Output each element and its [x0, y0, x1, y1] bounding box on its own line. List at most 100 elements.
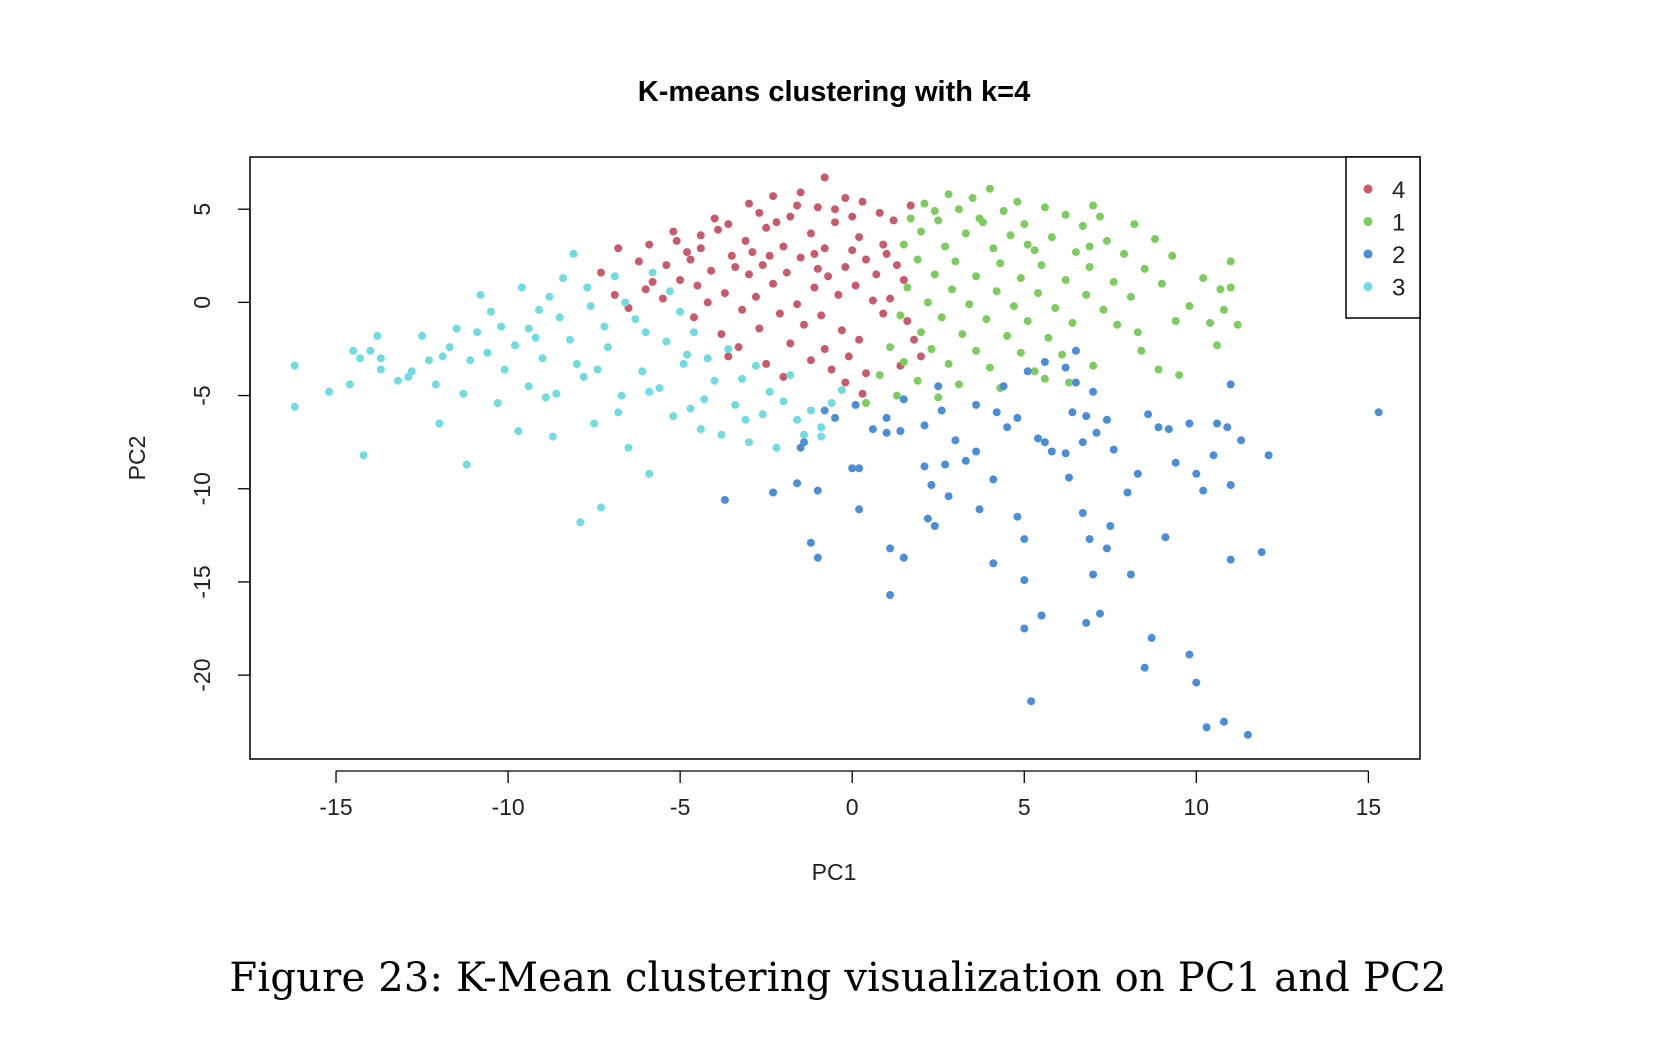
data-point-cluster-3 [462, 460, 471, 469]
data-point-cluster-3 [655, 384, 664, 393]
data-point-cluster-4 [645, 240, 654, 249]
data-point-cluster-2 [796, 443, 805, 452]
data-point-cluster-1 [1126, 292, 1135, 301]
data-point-cluster-3 [665, 287, 674, 296]
data-point-cluster-3 [545, 292, 554, 301]
data-point-cluster-1 [1113, 320, 1122, 329]
data-point-cluster-3 [765, 387, 774, 396]
data-point-cluster-4 [693, 281, 702, 290]
data-point-cluster-1 [927, 345, 936, 353]
data-point-cluster-2 [1106, 522, 1115, 530]
data-point-cluster-1 [1040, 203, 1049, 212]
data-point-cluster-3 [669, 412, 678, 421]
data-point-cluster-4 [851, 281, 860, 290]
data-point-cluster-3 [483, 348, 492, 357]
data-point-cluster-4 [762, 359, 771, 368]
data-point-cluster-4 [745, 270, 753, 279]
data-point-cluster-4 [862, 369, 870, 378]
y-axis-label: PC2 [124, 436, 150, 481]
data-point-cluster-3 [593, 365, 602, 374]
data-point-cluster-1 [923, 298, 932, 307]
data-point-cluster-2 [1126, 570, 1135, 579]
data-point-cluster-4 [796, 188, 805, 197]
data-point-cluster-4 [696, 244, 705, 253]
data-point-cluster-2 [1192, 678, 1201, 687]
data-point-cluster-1 [1120, 249, 1129, 258]
data-point-cluster-3 [290, 402, 299, 411]
data-point-cluster-1 [1233, 320, 1242, 329]
data-point-cluster-3 [538, 354, 547, 363]
data-point-cluster-4 [689, 313, 698, 322]
data-point-cluster-2 [1154, 423, 1163, 432]
data-point-cluster-4 [910, 335, 919, 344]
data-point-cluster-1 [906, 214, 915, 223]
data-point-cluster-2 [813, 553, 822, 562]
data-point-cluster-1 [899, 240, 908, 249]
data-point-cluster-2 [1164, 425, 1173, 434]
y-tick-label: -5 [189, 385, 215, 405]
data-point-cluster-2 [848, 464, 857, 473]
y-axis: 5 0 -5 -10 -15 -20 [189, 203, 251, 692]
data-point-cluster-3 [689, 328, 698, 337]
data-point-cluster-4 [892, 261, 901, 270]
data-point-cluster-3 [359, 451, 368, 460]
data-point-cluster-1 [1037, 261, 1046, 270]
data-point-cluster-4 [906, 201, 915, 210]
data-point-cluster-3 [710, 376, 719, 385]
data-point-cluster-1 [930, 270, 939, 279]
y-tick-label: -20 [189, 659, 215, 692]
data-point-cluster-3 [662, 337, 671, 346]
data-point-cluster-2 [937, 406, 946, 415]
data-point-cluster-3 [638, 367, 647, 376]
data-point-cluster-3 [349, 346, 358, 355]
data-point-cluster-3 [586, 302, 595, 311]
data-point-cluster-4 [813, 203, 822, 212]
data-point-cluster-4 [758, 261, 767, 270]
data-point-cluster-2 [806, 538, 815, 547]
data-point-cluster-2 [1185, 650, 1194, 659]
data-point-cluster-3 [572, 359, 581, 368]
chart-title: K-means clustering with k=4 [638, 76, 1030, 108]
y-tick-label: -15 [189, 565, 215, 598]
data-point-cluster-2 [975, 505, 984, 514]
data-point-cluster-3 [514, 427, 523, 435]
data-point-cluster-1 [1071, 248, 1080, 257]
x-tick-label: -10 [491, 794, 524, 820]
data-point-cluster-2 [1040, 438, 1049, 447]
data-point-cluster-4 [731, 263, 740, 271]
data-point-cluster-4 [817, 311, 826, 320]
x-tick-label: -15 [319, 794, 352, 820]
data-point-cluster-1 [1078, 222, 1087, 230]
data-point-cluster-3 [445, 343, 454, 352]
data-point-cluster-4 [834, 290, 843, 299]
x-tick-label: 10 [1184, 794, 1210, 820]
data-point-cluster-2 [1102, 415, 1111, 424]
data-point-cluster-4 [810, 283, 819, 292]
data-point-cluster-3 [579, 372, 588, 381]
data-point-cluster-1 [892, 391, 901, 400]
data-point-cluster-3 [817, 423, 826, 432]
data-point-cluster-2 [923, 514, 932, 523]
data-point-cluster-2 [1147, 633, 1156, 642]
data-point-cluster-1 [1020, 220, 1029, 229]
data-point-cluster-3 [741, 415, 750, 424]
data-point-cluster-3 [566, 335, 574, 344]
data-point-cluster-4 [831, 218, 839, 227]
data-point-cluster-4 [669, 227, 678, 236]
data-point-cluster-2 [920, 462, 929, 471]
data-point-cluster-2 [899, 553, 908, 562]
data-point-cluster-4 [879, 309, 888, 318]
data-point-cluster-3 [325, 387, 334, 396]
data-point-cluster-2 [1264, 451, 1273, 460]
data-point-cluster-1 [913, 376, 922, 385]
data-point-cluster-3 [524, 382, 533, 391]
data-point-cluster-4 [837, 326, 846, 335]
data-point-cluster-1 [1154, 365, 1163, 374]
data-point-cluster-3 [531, 333, 540, 342]
data-point-cluster-4 [610, 290, 619, 299]
data-point-cluster-4 [658, 294, 667, 303]
data-point-cluster-1 [1130, 220, 1139, 229]
data-point-cluster-4 [738, 305, 747, 314]
data-point-cluster-2 [1202, 723, 1211, 732]
data-point-cluster-1 [961, 229, 970, 238]
